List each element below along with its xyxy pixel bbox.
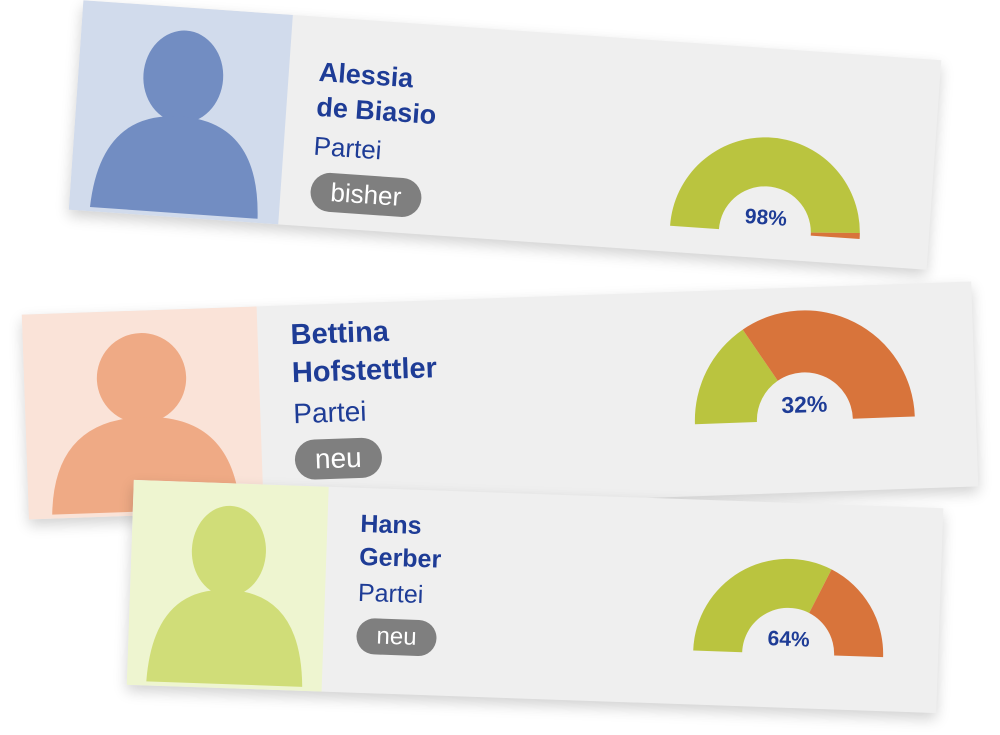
person-icon — [146, 505, 303, 687]
status-badge: neu — [294, 437, 383, 481]
candidate-party: Partei — [357, 578, 424, 610]
candidate-card[interactable]: Alessia de Biasio Partei bisher 98% — [68, 0, 942, 270]
candidate-party: Partei — [312, 130, 383, 166]
gauge-percent-label: 64% — [767, 627, 810, 651]
gauge-approve-segment — [694, 329, 778, 425]
candidate-party: Partei — [292, 396, 368, 430]
candidate-photo — [126, 479, 329, 692]
gauge-percent-label: 98% — [744, 205, 788, 231]
gauge-approve-segment — [693, 558, 832, 653]
candidate-first-name: Bettina — [290, 315, 390, 352]
gauge-reject-segment — [809, 569, 884, 658]
person-icon — [89, 30, 258, 219]
gauge-percent-label: 32% — [781, 391, 828, 419]
status-badge: bisher — [309, 171, 423, 219]
candidate-card[interactable]: Hans Gerber Partei neu 64% — [126, 479, 944, 714]
candidate-first-name: Hans — [359, 509, 423, 540]
gauge-reject-segment — [810, 232, 860, 239]
status-badge: neu — [355, 617, 438, 657]
gauge-approve-segment — [670, 137, 860, 234]
candidate-last-name: de Biasio — [315, 91, 438, 131]
candidate-last-name: Gerber — [358, 542, 442, 574]
candidate-last-name: Hofstettler — [291, 351, 438, 389]
gauge-reject-segment — [742, 310, 915, 419]
candidate-photo — [68, 0, 293, 225]
